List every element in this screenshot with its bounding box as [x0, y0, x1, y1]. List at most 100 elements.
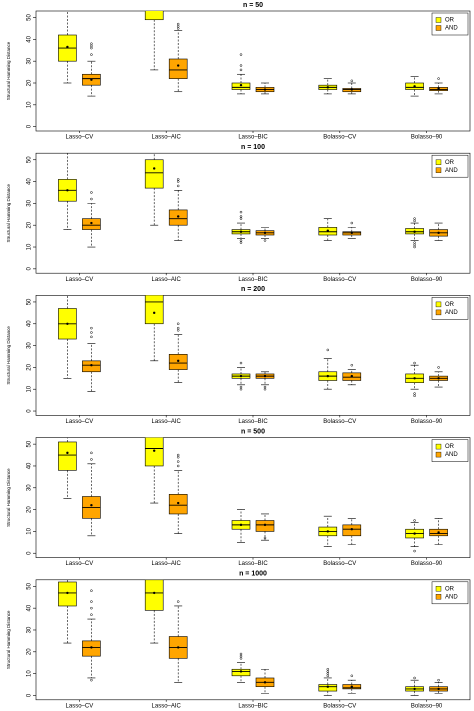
- legend-label: AND: [445, 310, 458, 316]
- outlier: [326, 670, 330, 673]
- mean: [66, 45, 69, 49]
- y-tick-label: 40: [27, 604, 33, 611]
- mean: [239, 374, 243, 378]
- y-axis-label: Structural Hamming Distance: [6, 326, 11, 385]
- y-tick-label: 20: [27, 221, 33, 228]
- x-tick-label: Bolasso–CV: [323, 135, 356, 141]
- legend-swatch: [435, 451, 442, 458]
- outlier: [90, 613, 93, 616]
- legend-label: AND: [445, 452, 458, 458]
- y-tick-label: 10: [27, 385, 33, 392]
- outlier: [413, 361, 416, 365]
- y-tick-label: 0: [27, 693, 33, 697]
- x-tick-label: Bolasso–90: [411, 561, 443, 567]
- mean: [239, 523, 243, 527]
- outlier: [350, 674, 354, 678]
- x-tick-label: Lasso–BIC: [238, 135, 268, 141]
- legend-swatch: [435, 167, 442, 173]
- y-tick-label: 30: [27, 342, 33, 349]
- x-tick-label: Lasso–CV: [66, 703, 94, 709]
- outlier: [239, 241, 243, 244]
- y-tick-label: 30: [27, 484, 33, 491]
- legend-swatch: [435, 586, 442, 592]
- mean: [437, 87, 440, 90]
- mean: [326, 685, 329, 688]
- outlier: [239, 64, 243, 67]
- y-tick-label: 30: [27, 626, 33, 633]
- mean: [263, 88, 267, 91]
- mean: [350, 528, 353, 531]
- y-tick-label: 30: [27, 57, 33, 64]
- x-tick-label: Bolasso–90: [411, 277, 443, 283]
- y-tick-label: 0: [27, 409, 33, 413]
- mean: [350, 374, 353, 378]
- outlier: [350, 221, 354, 225]
- outlier: [90, 678, 93, 682]
- outlier: [326, 672, 330, 675]
- outlier: [239, 217, 243, 220]
- outlier: [413, 676, 416, 680]
- mean: [263, 523, 267, 527]
- outlier: [176, 326, 180, 330]
- outlier: [176, 453, 180, 457]
- legend-label: OR: [445, 160, 455, 166]
- mean: [90, 78, 93, 81]
- mean: [153, 449, 156, 452]
- outlier: [326, 674, 330, 678]
- outlier: [437, 678, 440, 682]
- legend-frame: [431, 581, 469, 605]
- x-tick-label: Bolasso–90: [411, 419, 443, 425]
- mean: [66, 591, 69, 595]
- x-tick-label: Bolasso–CV: [323, 561, 356, 567]
- legend-swatch: [435, 17, 442, 23]
- x-tick-label: Bolasso–CV: [323, 703, 356, 709]
- outlier: [413, 219, 416, 223]
- mean: [263, 374, 267, 378]
- mean: [90, 221, 93, 225]
- mean: [177, 646, 180, 649]
- plot-frame: [35, 10, 471, 132]
- mean: [153, 167, 156, 170]
- y-tick-label: 10: [27, 101, 33, 108]
- y-tick-label: 10: [27, 527, 33, 534]
- legend-label: OR: [445, 444, 455, 450]
- box: [144, 11, 164, 21]
- mean: [177, 64, 180, 67]
- mean: [437, 687, 440, 691]
- y-tick-label: 20: [27, 506, 33, 513]
- mean: [263, 681, 267, 684]
- y-tick-label: 0: [27, 551, 33, 555]
- outlier: [90, 451, 93, 455]
- outlier: [413, 241, 416, 244]
- mean: [326, 229, 329, 232]
- outlier: [176, 455, 180, 459]
- mean: [326, 530, 329, 533]
- outlier: [413, 519, 416, 522]
- y-tick-label: 40: [27, 178, 33, 185]
- outlier: [90, 600, 93, 603]
- plot-frame: [35, 295, 471, 416]
- boxes: [58, 295, 448, 398]
- x-tick-label: Lasso–CV: [66, 419, 94, 425]
- outlier: [263, 385, 267, 389]
- mean: [66, 451, 69, 455]
- boxes: [58, 579, 448, 696]
- legend: OR AND: [431, 154, 469, 178]
- mean: [263, 231, 267, 235]
- outlier: [176, 329, 180, 332]
- y-tick-label: 50: [27, 582, 33, 589]
- outlier: [239, 652, 243, 656]
- mean: [177, 215, 180, 218]
- outlier: [239, 239, 243, 242]
- outlier: [176, 25, 180, 28]
- outlier: [90, 606, 93, 610]
- y-tick-label: 40: [27, 320, 33, 327]
- outlier: [176, 27, 180, 30]
- mean: [326, 374, 329, 378]
- legend-label: OR: [445, 586, 455, 592]
- legend: OR AND: [431, 297, 469, 320]
- outlier: [239, 68, 243, 72]
- mean: [66, 322, 69, 325]
- y-tick-label: 50: [27, 14, 33, 21]
- mean: [413, 230, 416, 233]
